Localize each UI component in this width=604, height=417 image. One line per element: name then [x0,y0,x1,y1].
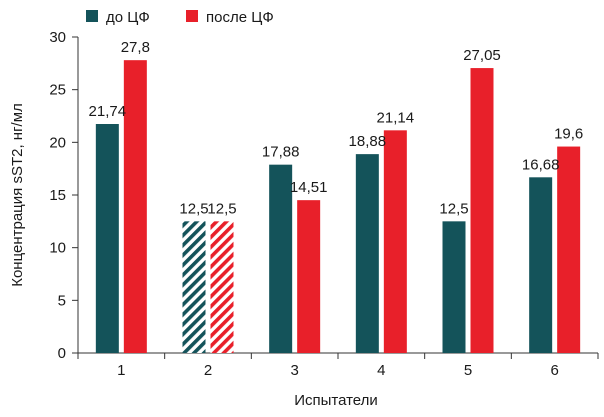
bar-after-3 [297,200,321,353]
y-axis: 0 5 10 15 20 25 30 [49,29,79,362]
legend: до ЦФ после ЦФ [86,9,274,26]
y-tick-label: 30 [49,29,66,46]
y-tick-label: 20 [49,134,66,151]
data-label: 21,14 [377,109,415,126]
data-label: 14,51 [290,179,328,196]
bar-after-2 [210,221,234,353]
data-label: 27,05 [463,47,501,64]
y-tick-label: 25 [49,82,66,99]
bar-after-4 [383,130,407,353]
y-tick-label: 15 [49,187,66,204]
data-label: 17,88 [262,144,300,161]
y-tick-label: 10 [49,240,66,257]
bar-before-4 [355,154,379,353]
y-tick-label: 5 [58,292,66,309]
bar-before-5 [442,221,466,353]
y-axis-title: Концентрация sST2, нг/мл [9,103,26,287]
x-tick-label: 2 [204,362,212,379]
data-label: 12,5 [207,200,236,217]
bar-after-1 [123,60,147,353]
data-label: 19,6 [554,126,583,143]
data-label: 21,74 [89,103,127,120]
x-tick-label: 3 [290,362,298,379]
legend-label-before: до ЦФ [106,9,150,26]
bar-after-5 [470,68,494,353]
x-tick-label: 5 [464,362,472,379]
data-label: 18,88 [349,133,387,150]
x-tick-label: 4 [377,362,385,379]
x-tick-label: 6 [550,362,558,379]
data-label: 12,5 [179,200,208,217]
data-label: 16,68 [522,156,560,173]
bar-before-1 [95,124,119,353]
x-tick-label: 1 [117,362,125,379]
x-axis: 1 2 3 4 5 6 [77,352,599,379]
bar-before-6 [529,177,553,353]
data-label: 27,8 [121,39,150,56]
y-tick-label: 0 [58,345,66,362]
legend-label-after: после ЦФ [206,9,274,26]
data-labels: 21,7427,812,512,517,8814,5118,8821,1412,… [89,39,584,217]
bars [95,60,581,353]
bar-before-2 [182,221,206,353]
data-label: 12,5 [439,200,468,217]
legend-swatch-before [86,10,98,22]
bar-after-6 [557,146,581,353]
x-axis-title: Испытатели [294,392,378,409]
legend-swatch-after [186,10,198,22]
bar-before-3 [269,164,293,353]
